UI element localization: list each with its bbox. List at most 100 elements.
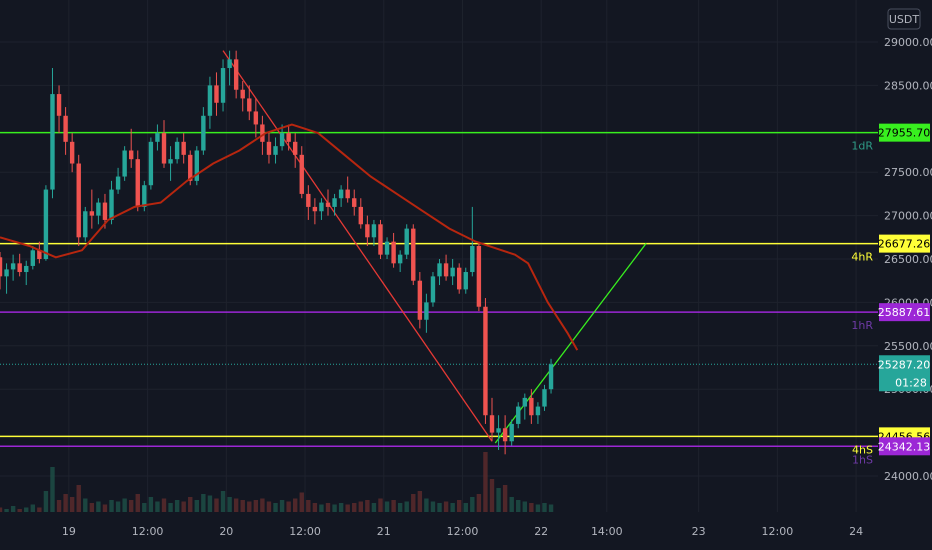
volume-bar — [522, 501, 527, 512]
candle-body — [76, 163, 81, 238]
candle-body — [0, 257, 3, 277]
candle-body — [365, 224, 370, 238]
volume-bar — [56, 500, 62, 512]
volume-bar — [424, 498, 429, 512]
volume-bar — [509, 497, 514, 512]
volume-bar — [247, 501, 252, 512]
candle-body — [332, 198, 337, 207]
volume-bar — [76, 485, 81, 512]
candle-body — [496, 428, 501, 433]
volume-bar — [286, 501, 291, 512]
candle-body — [378, 224, 383, 255]
volume-bar — [0, 507, 3, 512]
candle-body — [424, 302, 429, 320]
candle-body — [155, 133, 160, 142]
x-tick-label: 12:00 — [289, 525, 321, 538]
price-tag-label: 24342.13 — [878, 440, 931, 453]
volume-bar — [293, 498, 298, 512]
candle-body — [233, 59, 239, 90]
candle-body — [384, 241, 390, 255]
last-price-tag — [879, 355, 930, 392]
volume-bar — [30, 504, 35, 512]
volume-bar — [391, 500, 396, 512]
volume-bar — [457, 500, 462, 512]
price-tag-1dR — [879, 123, 930, 142]
candle-body — [522, 397, 527, 407]
volume-bar — [96, 501, 101, 512]
candle-body — [338, 189, 344, 199]
volume-bar — [411, 494, 416, 512]
volume-bar — [352, 503, 357, 512]
candle-body — [273, 146, 278, 155]
candle-body — [102, 202, 108, 220]
volume-bar — [89, 503, 95, 512]
candle-body — [194, 150, 199, 181]
volume-bar — [535, 504, 541, 512]
time-axis[interactable] — [0, 512, 932, 550]
price-tag-label: 25887.61 — [878, 306, 931, 319]
candle-body — [325, 202, 331, 207]
volume-bar — [470, 497, 475, 512]
volume-bar — [266, 501, 272, 512]
volume-bar — [496, 488, 501, 512]
volume-bar — [358, 501, 363, 512]
candle-body — [240, 89, 245, 99]
trend-line-1[interactable] — [222, 50, 493, 442]
candle-body — [529, 397, 534, 416]
volume-bar — [240, 500, 245, 512]
candle-body — [227, 59, 232, 69]
candle-body — [63, 115, 68, 142]
volume-bar — [476, 494, 482, 512]
candle-body — [371, 224, 377, 238]
candle-body — [463, 272, 468, 290]
volume-bar — [174, 500, 180, 512]
volume-bar — [489, 479, 495, 512]
volume-bar — [325, 503, 331, 512]
level-tag-4hS: 4hS — [852, 443, 873, 456]
candle-body — [312, 206, 318, 212]
volume-bar — [516, 500, 521, 512]
x-tick-label: 20 — [219, 525, 233, 538]
candle-body — [129, 150, 134, 160]
currency-box[interactable] — [887, 8, 921, 30]
y-tick-label: 28500.00 — [884, 79, 932, 92]
volume-bar — [306, 500, 311, 512]
price-tag-4hR — [879, 234, 930, 253]
volume-bar — [161, 498, 167, 512]
candle-body — [279, 133, 285, 147]
level-tag-1hS: 1hS — [852, 453, 873, 466]
volume-bar — [450, 503, 455, 512]
candle-body — [358, 206, 363, 225]
volume-bar — [207, 495, 213, 512]
candle-body — [306, 193, 311, 207]
y-tick-label: 24000.00 — [884, 470, 932, 483]
candle-body — [286, 133, 291, 142]
volume-bar — [548, 504, 554, 512]
volume-bar — [299, 492, 304, 512]
candle-body — [476, 245, 482, 307]
volume-bar — [188, 497, 193, 512]
candle-body — [181, 141, 186, 155]
candle-body — [391, 241, 396, 264]
price-axis[interactable] — [878, 0, 932, 550]
volume-bar — [17, 509, 22, 512]
volume-bar — [102, 504, 108, 512]
candle-body — [470, 245, 475, 273]
volume-bar — [319, 504, 324, 512]
volume-bar — [378, 498, 383, 512]
countdown-label: 01:28 — [895, 376, 927, 389]
candle-body — [542, 389, 547, 407]
volume-bar — [194, 500, 199, 512]
candle-body — [4, 269, 9, 277]
y-tick-label: 25500.00 — [884, 340, 932, 353]
candle-body — [548, 364, 554, 390]
currency-label: USDT — [889, 13, 920, 26]
candle-body — [450, 267, 455, 277]
volume-bar — [273, 503, 278, 512]
volume-bar — [69, 497, 75, 512]
candle-body — [17, 263, 22, 273]
volume-bar — [148, 497, 154, 512]
x-tick-label: 23 — [692, 525, 706, 538]
candle-body — [535, 406, 541, 416]
